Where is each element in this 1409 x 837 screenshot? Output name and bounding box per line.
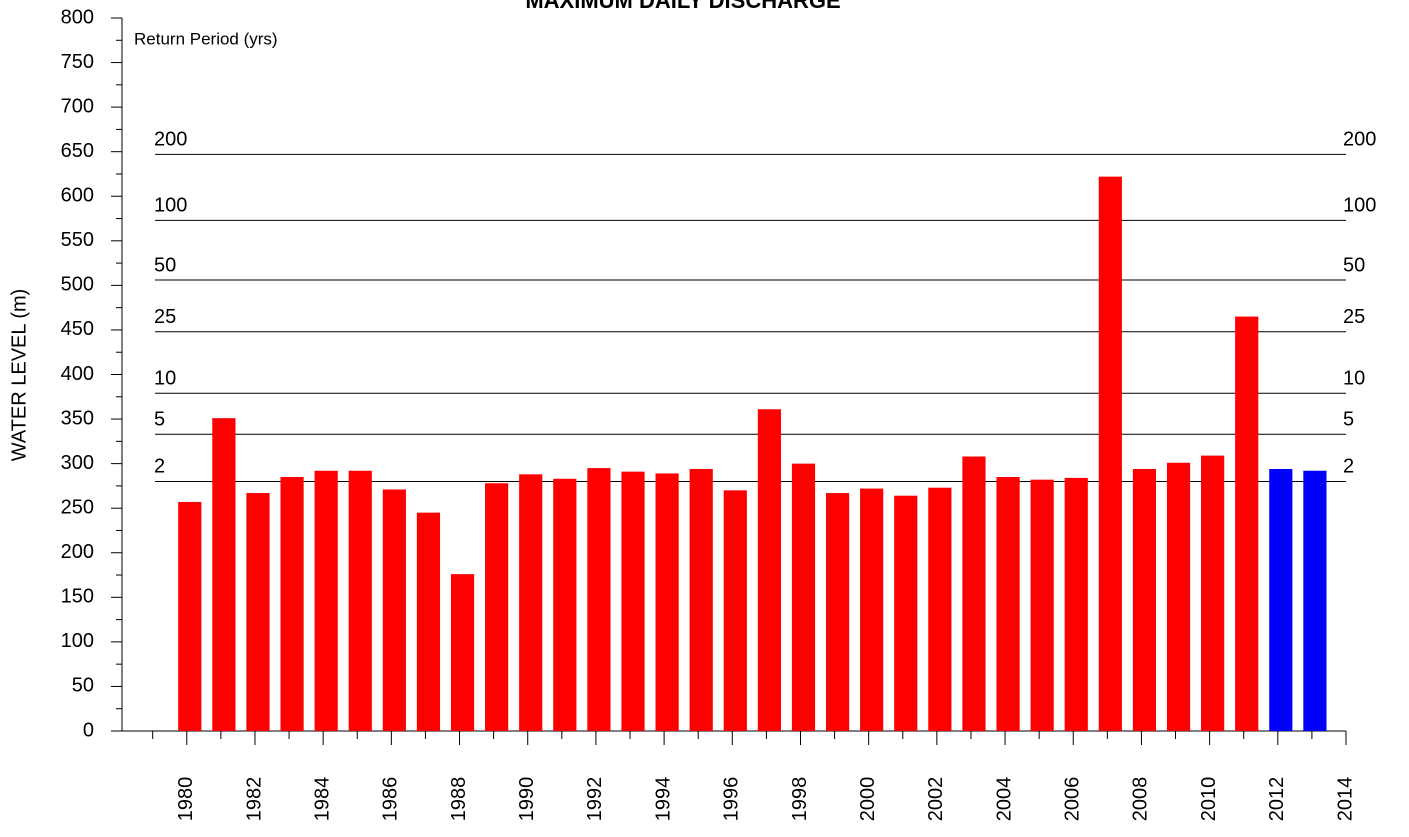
y-tick-label: 550 bbox=[61, 229, 94, 251]
y-tick-label: 300 bbox=[61, 452, 94, 474]
bar bbox=[962, 456, 986, 731]
bar bbox=[587, 468, 611, 731]
return-period-label: 25 bbox=[154, 306, 176, 328]
x-tick-label: 1996 bbox=[721, 777, 743, 822]
y-tick-label: 50 bbox=[72, 675, 94, 697]
y-tick-label: 800 bbox=[61, 6, 94, 28]
bar bbox=[314, 470, 338, 731]
return-period-label: 50 bbox=[1343, 254, 1365, 276]
bar bbox=[894, 495, 918, 731]
y-tick-label: 400 bbox=[61, 363, 94, 385]
bar bbox=[825, 493, 850, 731]
bar bbox=[1201, 455, 1225, 731]
return-period-label: 100 bbox=[154, 195, 187, 217]
bar bbox=[485, 483, 509, 731]
bar bbox=[348, 470, 372, 731]
x-tick-label: 1984 bbox=[311, 777, 333, 822]
return-period-label: 50 bbox=[154, 254, 176, 276]
x-tick-label: 1988 bbox=[448, 777, 470, 822]
y-tick-label: 0 bbox=[83, 719, 94, 741]
bar bbox=[1030, 479, 1054, 731]
x-tick-label: 1994 bbox=[652, 777, 674, 822]
x-tick-label: 2006 bbox=[1062, 777, 1084, 822]
x-tick-label: 2012 bbox=[1266, 777, 1288, 822]
bar bbox=[655, 473, 679, 731]
bar bbox=[212, 418, 236, 731]
bar bbox=[860, 488, 884, 731]
bar bbox=[723, 490, 747, 731]
y-tick-label: 100 bbox=[61, 630, 94, 652]
y-tick-label: 650 bbox=[61, 140, 94, 162]
return-period-label: 2 bbox=[154, 456, 165, 478]
bar bbox=[1132, 468, 1157, 731]
bar bbox=[1098, 176, 1122, 731]
bar bbox=[1064, 477, 1088, 731]
y-tick-label: 250 bbox=[61, 496, 94, 518]
bar bbox=[791, 463, 816, 731]
bar bbox=[1303, 470, 1327, 731]
bar bbox=[450, 574, 475, 731]
y-tick-label: 150 bbox=[61, 586, 94, 608]
return-period-label: 5 bbox=[1343, 408, 1354, 430]
bar bbox=[382, 489, 406, 731]
x-tick-label: 2008 bbox=[1130, 777, 1152, 822]
x-tick-label: 1998 bbox=[789, 777, 811, 822]
return-period-label: 100 bbox=[1343, 195, 1376, 217]
bar bbox=[1235, 316, 1259, 731]
x-tick-label: 1990 bbox=[516, 777, 538, 822]
bar bbox=[416, 512, 441, 731]
bar bbox=[246, 493, 270, 731]
return-period-label: 200 bbox=[1343, 129, 1376, 151]
return-period-label: 25 bbox=[1343, 306, 1365, 328]
x-tick-label: 2002 bbox=[925, 777, 947, 822]
y-axis-label: WATER LEVEL (m) bbox=[8, 289, 30, 462]
bar bbox=[553, 478, 577, 731]
bar bbox=[996, 476, 1020, 731]
bar bbox=[621, 471, 645, 731]
return-period-label: 10 bbox=[154, 367, 176, 389]
x-tick-label: 2004 bbox=[993, 777, 1015, 822]
x-tick-label: 1992 bbox=[584, 777, 606, 822]
return-period-label: 5 bbox=[154, 408, 165, 430]
return-period-label: 2 bbox=[1343, 456, 1354, 478]
chart-title: MAXIMUM DAILY DISCHARGE bbox=[525, 0, 840, 13]
return-period-label: 200 bbox=[154, 129, 187, 151]
bar bbox=[280, 476, 304, 731]
x-tick-label: 1982 bbox=[243, 777, 265, 822]
y-tick-label: 200 bbox=[61, 541, 94, 563]
bar bbox=[1166, 462, 1191, 731]
bar bbox=[689, 468, 713, 731]
bar bbox=[178, 501, 202, 731]
bar bbox=[519, 474, 543, 731]
x-tick-label: 2010 bbox=[1198, 777, 1220, 822]
y-tick-label: 600 bbox=[61, 185, 94, 207]
bar bbox=[928, 487, 952, 731]
return-period-label: 10 bbox=[1343, 367, 1365, 389]
x-tick-label: 1980 bbox=[175, 777, 197, 822]
y-tick-label: 350 bbox=[61, 407, 94, 429]
x-tick-label: 1986 bbox=[380, 777, 402, 822]
y-tick-label: 500 bbox=[61, 274, 94, 296]
x-tick-label: 2000 bbox=[857, 777, 879, 822]
bar bbox=[757, 409, 781, 731]
y-tick-label: 750 bbox=[61, 51, 94, 73]
y-tick-label: 450 bbox=[61, 318, 94, 340]
y-tick-label: 700 bbox=[61, 95, 94, 117]
x-tick-label: 2014 bbox=[1334, 777, 1356, 822]
annotation: Return Period (yrs) bbox=[134, 29, 278, 48]
bar bbox=[1269, 468, 1293, 731]
